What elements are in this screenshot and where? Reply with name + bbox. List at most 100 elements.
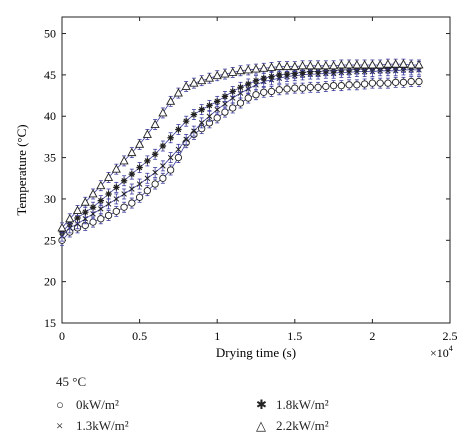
- data-point: [307, 68, 314, 75]
- data-point: [74, 214, 81, 222]
- data-point: [321, 60, 331, 70]
- data-point: [97, 215, 105, 223]
- data-point: [243, 64, 253, 74]
- series-layer: [57, 58, 424, 246]
- data-point: [120, 203, 128, 211]
- legend-item-0: ○ 0kW/m²: [56, 397, 119, 413]
- data-point: [150, 119, 160, 128]
- x-multiplier-exponent: 4: [449, 344, 453, 353]
- data-point: [167, 134, 174, 141]
- data-point: [206, 102, 213, 109]
- data-point: [144, 157, 151, 165]
- x-tick-label: 2: [369, 329, 375, 343]
- y-tick-label: 50: [44, 27, 56, 41]
- data-point: [190, 111, 198, 118]
- legend-label-3: 2.2kW/m²: [276, 418, 329, 433]
- data-point: [229, 104, 237, 112]
- data-point: [166, 96, 176, 105]
- x-tick-label: 0: [59, 329, 65, 343]
- data-point: [113, 196, 120, 202]
- data-point: [127, 147, 137, 157]
- data-point: [344, 60, 354, 69]
- data-point: [98, 206, 104, 212]
- data-point: [113, 184, 120, 191]
- x-tick-label: 1: [214, 329, 220, 343]
- data-point: [151, 151, 159, 158]
- data-point: [88, 189, 98, 198]
- data-point: [212, 70, 222, 80]
- data-point: [274, 61, 284, 71]
- data-point: [89, 204, 97, 211]
- data-point: [360, 80, 369, 88]
- data-point: [167, 154, 174, 161]
- data-point: [128, 170, 136, 178]
- data-point: [305, 60, 315, 70]
- data-point: [283, 85, 291, 93]
- data-point: [166, 166, 175, 174]
- data-point: [414, 60, 424, 69]
- x-axis-label: Drying time (s): [216, 345, 296, 360]
- data-point: [152, 169, 158, 176]
- data-point: [345, 81, 353, 89]
- data-point: [291, 84, 299, 92]
- data-point: [407, 77, 415, 86]
- data-point: [275, 86, 283, 94]
- data-point: [174, 153, 183, 162]
- data-point: [299, 69, 306, 76]
- data-point: [313, 60, 323, 70]
- data-point: [182, 118, 190, 125]
- data-point: [298, 60, 308, 70]
- data-point: [236, 99, 245, 107]
- data-point: [415, 77, 423, 86]
- x-tick-label: 0.5: [132, 329, 147, 343]
- data-point: [367, 60, 377, 69]
- data-point: [144, 175, 151, 182]
- data-point: [136, 164, 143, 171]
- data-point: [120, 177, 128, 184]
- data-point: [268, 73, 275, 80]
- x-marker-icon: ×: [56, 418, 64, 433]
- data-point: [221, 108, 229, 116]
- data-point: [391, 59, 401, 68]
- legend-title: 45 °C: [56, 374, 87, 389]
- axis-ticks: 0 0.5 1 1.5 2 2.5 15 20 25 30 35 40 45 50: [44, 17, 458, 343]
- data-point: [221, 93, 229, 100]
- data-point: [72, 205, 83, 214]
- data-point: [368, 79, 377, 87]
- data-point: [336, 60, 346, 69]
- data-point: [181, 81, 191, 90]
- data-point: [175, 146, 182, 153]
- data-point: [173, 88, 183, 97]
- data-point: [383, 59, 393, 68]
- data-point: [267, 87, 276, 96]
- data-point: [112, 207, 120, 216]
- data-point: [158, 107, 168, 117]
- data-point: [220, 69, 230, 78]
- data-point: [214, 98, 221, 105]
- data-point: [128, 199, 136, 207]
- data-point: [191, 128, 197, 134]
- data-point: [159, 142, 167, 150]
- data-point: [276, 71, 283, 79]
- y-tick-label: 35: [44, 151, 56, 165]
- data-point: [206, 113, 213, 119]
- data-point: [322, 82, 330, 91]
- data-point: [244, 94, 252, 102]
- data-point: [159, 174, 167, 182]
- chart: 0 0.5 1 1.5 2 2.5 15 20 25 30 35 40 45 50 Drying time…: [14, 16, 458, 360]
- data-point: [260, 88, 268, 96]
- data-point: [121, 191, 127, 197]
- data-point: [314, 83, 322, 91]
- circle-marker-icon: ○: [56, 397, 64, 412]
- data-point: [189, 78, 199, 87]
- data-point: [252, 77, 260, 84]
- data-point: [266, 62, 277, 71]
- data-point: [129, 186, 135, 192]
- data-point: [306, 83, 314, 91]
- x-tick-label: 2.5: [443, 329, 458, 343]
- data-point: [65, 213, 75, 223]
- data-point: [259, 63, 269, 72]
- data-point: [151, 180, 159, 188]
- y-tick-label: 30: [44, 192, 56, 206]
- data-point: [96, 180, 106, 190]
